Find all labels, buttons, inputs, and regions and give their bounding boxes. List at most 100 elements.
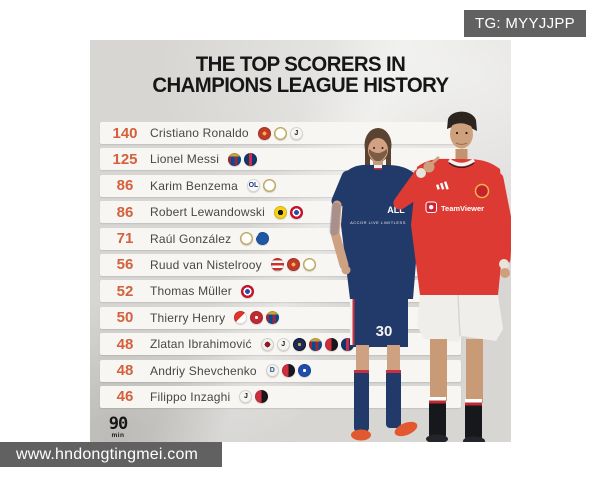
goals-count: 71 <box>116 230 134 248</box>
goals-count: 48 <box>116 335 134 353</box>
arsenal-badge-icon <box>250 311 264 325</box>
messi-collar-trim <box>374 168 382 170</box>
90min-logo-bottom: min <box>111 432 125 439</box>
90min-logo-top: 90 <box>108 414 128 434</box>
goals-count: 48 <box>116 362 134 380</box>
juventus-badge-icon: J <box>289 126 303 140</box>
goals-count: 86 <box>116 177 134 195</box>
club-badges <box>240 232 270 246</box>
real-madrid-badge-icon <box>302 258 316 272</box>
ronaldo-shorts <box>417 295 503 342</box>
ac-milan-badge-icon <box>281 364 295 378</box>
goals-count: 86 <box>116 203 134 221</box>
messi-shorts <box>350 299 408 347</box>
ronaldo-raised-arm <box>393 168 437 210</box>
ronaldo-face <box>450 119 473 149</box>
ronaldo-boot-left <box>426 434 448 442</box>
poster-title: THE TOP SCORERS IN CHAMPIONS LEAGUE HIST… <box>96 54 504 97</box>
telegram-watermark: TG: MYYJJPP <box>464 10 586 37</box>
messi-leg-left <box>356 345 369 373</box>
man-united-crest <box>474 183 490 199</box>
players-photo: ALL ACCOR LIVE LIMITLESS 30 <box>329 111 511 442</box>
ronaldo-neck <box>455 149 468 159</box>
messi-sock-trim-left <box>354 370 369 373</box>
ronaldo-pointing-finger <box>427 156 440 168</box>
messi-collar <box>374 165 382 168</box>
messi-boot-left <box>351 429 371 441</box>
player-name: Filippo Inzaghi <box>150 389 231 404</box>
ronaldo-sock-right <box>465 399 482 441</box>
ronaldo-mouth <box>455 142 468 145</box>
goals-count: 50 <box>116 309 134 327</box>
ronaldo-cuff <box>416 168 426 178</box>
club-badges: J <box>239 390 269 404</box>
messi-arm-tattoo <box>329 202 341 236</box>
real-madrid-badge-icon <box>240 232 254 246</box>
real-madrid-badge-icon <box>273 126 287 140</box>
goals-count: 125 <box>112 150 138 168</box>
scorer-row: 46 Filippo Inzaghi J <box>100 385 461 408</box>
player-name: Ruud van Nistelrooy <box>150 257 262 272</box>
player-name: Robert Lewandowski <box>150 205 265 220</box>
90min-logo: 90 min <box>106 416 130 440</box>
messi-photo: ALL ACCOR LIVE LIMITLESS 30 <box>329 128 419 441</box>
dynamo-kyiv-badge-icon: D <box>265 364 279 378</box>
teamviewer-logo-dot <box>429 205 434 210</box>
man-united-badge-icon <box>257 126 271 140</box>
juventus-badge-icon: J <box>239 390 253 404</box>
messi-eye-left <box>373 147 375 149</box>
club-badges <box>228 152 258 166</box>
dortmund-badge-icon <box>274 205 287 219</box>
ronaldo-boot-right <box>463 436 485 442</box>
bayern-badge-icon <box>290 205 303 219</box>
barcelona-badge-icon <box>228 152 242 166</box>
bayern-badge-icon <box>240 284 254 298</box>
barcelona-badge-icon <box>266 311 280 325</box>
messi-eye-right <box>381 147 384 149</box>
ronaldo-leg-right <box>466 339 483 403</box>
club-badges: J <box>257 126 303 140</box>
ronaldo-collar <box>447 158 476 167</box>
ronaldo-eye-right <box>465 131 468 135</box>
club-badges <box>274 205 303 219</box>
lyon-badge-icon: OL <box>246 179 260 193</box>
website-watermark: www.hndongtingmei.com <box>0 442 222 467</box>
chelsea-badge-icon <box>297 364 311 378</box>
club-badges: OL <box>246 179 276 193</box>
top-scorers-poster: THE TOP SCORERS IN CHAMPIONS LEAGUE HIST… <box>90 40 511 442</box>
player-name: Andriy Shevchenko <box>150 363 257 378</box>
real-madrid-badge-icon <box>262 179 276 193</box>
ronaldo-shirt-sponsor: TeamViewer <box>441 204 484 213</box>
club-badges: D <box>265 364 311 378</box>
messi-sock-trim-right <box>386 370 401 373</box>
player-name: Raúl González <box>150 231 232 246</box>
player-name: Cristiano Ronaldo <box>150 126 249 140</box>
ac-milan-badge-icon <box>255 390 269 404</box>
goals-count: 46 <box>116 388 134 406</box>
player-name: Karim Benzema <box>150 178 238 193</box>
barcelona-badge-icon <box>308 337 322 351</box>
ronaldo-hand-left <box>500 268 510 278</box>
ronaldo-fringe <box>449 118 474 128</box>
psg-badge-icon <box>244 152 258 166</box>
messi-sock-right <box>386 370 401 428</box>
messi-sock-left <box>354 370 369 432</box>
ronaldo-eye-left <box>455 131 459 135</box>
schalke-badge-icon <box>256 232 270 246</box>
player-name: Lionel Messi <box>150 152 220 167</box>
goals-count: 140 <box>112 124 138 142</box>
messi-sleeve <box>331 170 355 208</box>
ronaldo-left-arm <box>490 172 511 266</box>
messi-shirt-logo: ALL <box>387 205 405 215</box>
messi-beard <box>369 149 387 162</box>
goals-count: 52 <box>116 282 134 300</box>
psv-badge-icon <box>270 258 284 272</box>
juventus-badge-icon: J <box>276 337 290 351</box>
club-badges <box>240 284 254 298</box>
messi-shirt-sponsor: ACCOR LIVE LIMITLESS <box>350 220 406 225</box>
poster-title-line2: CHAMPIONS LEAGUE HISTORY <box>152 73 449 97</box>
messi-shorts-number: 30 <box>376 323 393 340</box>
goals-count: 56 <box>116 256 134 274</box>
monaco-badge-icon <box>234 311 248 325</box>
